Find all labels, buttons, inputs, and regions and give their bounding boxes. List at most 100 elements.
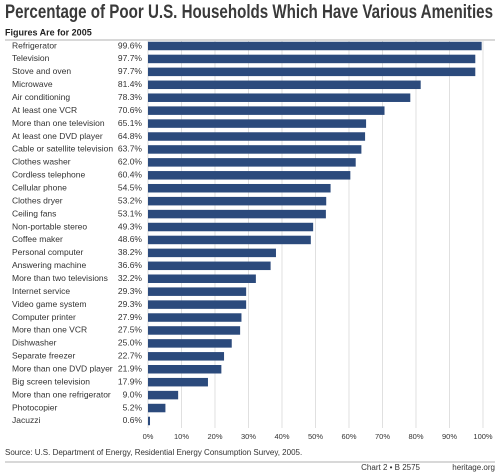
- bar: [148, 390, 179, 400]
- bar: [148, 261, 271, 271]
- value-label: 97.7%: [118, 66, 143, 76]
- category-label: Computer printer: [12, 312, 76, 322]
- value-label: 17.9%: [118, 376, 143, 386]
- value-label: 21.9%: [118, 364, 143, 374]
- bar: [148, 41, 482, 51]
- x-tick-label: 0%: [143, 432, 154, 441]
- bar: [148, 248, 276, 258]
- bar: [148, 145, 362, 154]
- bar: [148, 158, 356, 167]
- x-tick-label: 100%: [473, 432, 493, 441]
- category-label: Stove and oven: [12, 66, 71, 76]
- category-label: Cable or satellite television: [12, 144, 113, 154]
- value-label: 22.7%: [118, 351, 143, 361]
- bar: [148, 416, 151, 426]
- value-label: 0.6%: [123, 415, 143, 425]
- value-label: 49.3%: [118, 221, 143, 231]
- category-label: Air conditioning: [12, 92, 70, 102]
- site: heritage.org: [452, 463, 495, 472]
- category-label: Big screen television: [12, 376, 90, 386]
- value-label: 78.3%: [118, 92, 143, 102]
- value-label: 99.6%: [118, 40, 143, 50]
- value-label: 81.4%: [118, 79, 143, 89]
- bar: [148, 377, 208, 387]
- bar: [148, 365, 222, 374]
- bar: [148, 300, 247, 309]
- bar: [148, 54, 476, 64]
- value-label: 53.1%: [118, 208, 143, 218]
- bar: [148, 287, 247, 296]
- category-label: More than two televisions: [12, 273, 108, 283]
- category-label: Refrigerator: [12, 40, 57, 50]
- bar: [148, 326, 241, 335]
- category-label: Personal computer: [12, 247, 84, 257]
- category-label: Internet service: [12, 286, 70, 296]
- value-label: 97.7%: [118, 53, 143, 63]
- x-tick-label: 90%: [442, 432, 457, 441]
- value-label: 65.1%: [118, 118, 143, 128]
- category-label: More than one VCR: [12, 325, 87, 335]
- category-label: Coffee maker: [12, 234, 63, 244]
- category-label: Dishwasher: [12, 338, 57, 348]
- value-label: 29.3%: [118, 299, 143, 309]
- value-label: 63.7%: [118, 144, 143, 154]
- value-label: 53.2%: [118, 195, 143, 205]
- x-tick-label: 20%: [207, 432, 222, 441]
- value-label: 48.6%: [118, 234, 143, 244]
- value-label: 5.2%: [123, 402, 143, 412]
- bar: [148, 106, 385, 115]
- category-label: Jacuzzi: [12, 415, 40, 425]
- bar: [148, 171, 351, 180]
- bar: [148, 352, 225, 361]
- chart-title: Percentage of Poor U.S. Households Which…: [5, 2, 493, 23]
- category-label: More than one DVD player: [12, 364, 113, 374]
- bar: [148, 93, 411, 102]
- category-label: Cellular phone: [12, 182, 67, 192]
- category-label: Non-portable stereo: [12, 221, 87, 231]
- category-label: Cordless telephone: [12, 170, 86, 180]
- category-label: Ceiling fans: [12, 208, 56, 218]
- value-label: 60.4%: [118, 170, 143, 180]
- x-tick-label: 30%: [241, 432, 256, 441]
- category-label: Television: [12, 53, 50, 63]
- x-tick-label: 50%: [308, 432, 323, 441]
- value-label: 36.6%: [118, 260, 143, 270]
- category-label: Video game system: [12, 299, 87, 309]
- bar: [148, 67, 476, 77]
- bar: [148, 196, 327, 206]
- bar: [148, 183, 331, 193]
- x-tick-label: 40%: [274, 432, 289, 441]
- category-label: Microwave: [12, 79, 53, 89]
- bar: [148, 403, 166, 413]
- category-label: More than one refrigerator: [12, 389, 111, 399]
- chart-id: Chart 2 • B 2575: [361, 463, 420, 472]
- value-label: 25.0%: [118, 338, 143, 348]
- bar: [148, 313, 242, 322]
- bar: [148, 222, 314, 232]
- x-tick-label: 60%: [341, 432, 356, 441]
- bar: [148, 119, 367, 128]
- bar: [148, 339, 232, 348]
- category-label: Separate freezer: [12, 351, 75, 361]
- value-label: 62.0%: [118, 157, 143, 167]
- category-label: Photocopier: [12, 402, 58, 412]
- value-label: 9.0%: [123, 389, 143, 399]
- source: Source: U.S. Department of Energy, Resid…: [5, 448, 302, 457]
- chart-subtitle: Figures Are for 2005: [5, 27, 92, 37]
- value-label: 70.6%: [118, 105, 143, 115]
- bar: [148, 209, 326, 219]
- category-label: At least one DVD player: [12, 131, 103, 141]
- category-label: Answering machine: [12, 260, 86, 270]
- x-tick-label: 70%: [375, 432, 390, 441]
- value-label: 64.8%: [118, 131, 143, 141]
- value-label: 54.5%: [118, 182, 143, 192]
- bar: [148, 80, 421, 90]
- value-label: 27.5%: [118, 325, 143, 335]
- value-label: 27.9%: [118, 312, 143, 322]
- value-label: 29.3%: [118, 286, 143, 296]
- x-tick-label: 10%: [174, 432, 189, 441]
- category-label: At least one VCR: [12, 105, 77, 115]
- category-label: Clothes washer: [12, 157, 71, 167]
- bar: [148, 274, 256, 283]
